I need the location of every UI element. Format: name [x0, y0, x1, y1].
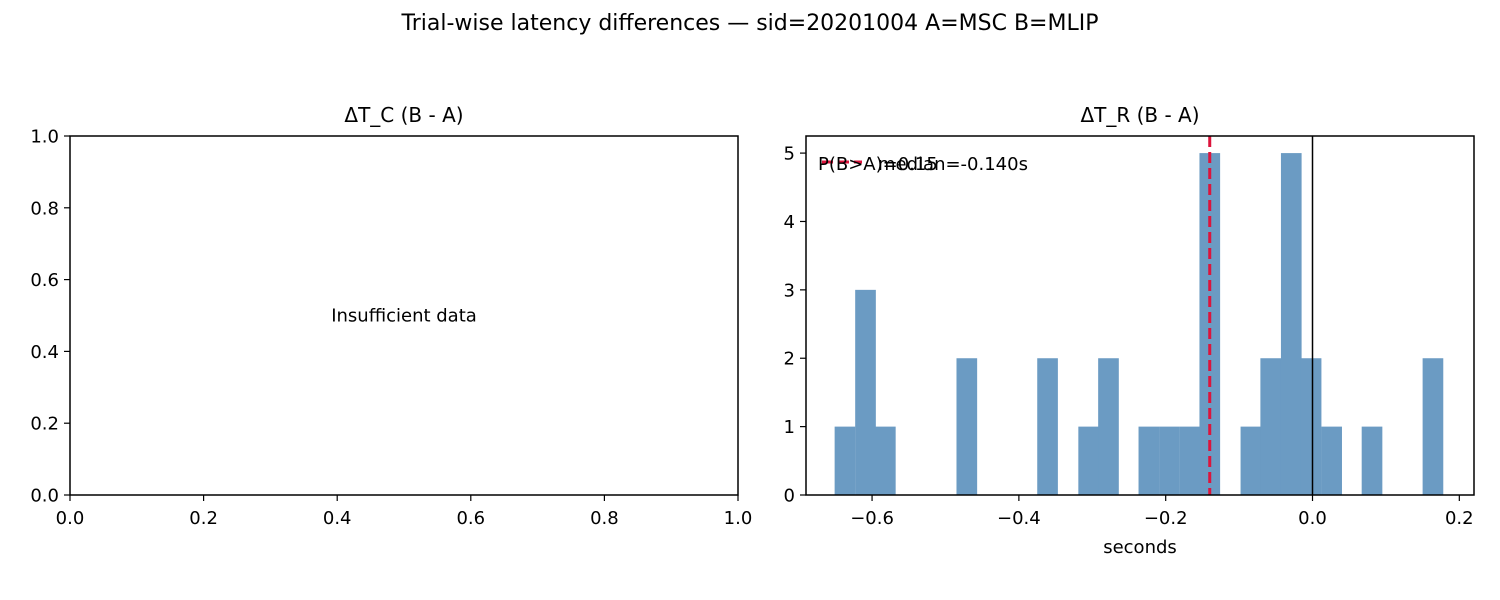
histogram-bar: [1199, 153, 1221, 495]
histogram-bar: [1037, 358, 1058, 495]
panel-right-y-tick-label: 2: [784, 349, 795, 370]
panel-right-y-tick-label: 5: [784, 144, 795, 165]
legend: median=-0.140s: [822, 154, 1028, 175]
panel-right-y-tick-label: 1: [784, 417, 795, 438]
panel-left-y-tick-label: 0.0: [30, 486, 59, 507]
panel-right-x-tick-label: 0.2: [1445, 508, 1474, 529]
panel-right-y-tick-label: 0: [784, 486, 795, 507]
probability-annotation: P(B>A)=0.15: [818, 154, 938, 175]
histogram-bar: [1098, 358, 1119, 495]
panel-right-x-tick-label: 0.0: [1298, 508, 1327, 529]
histogram-bar: [1280, 153, 1302, 495]
panel-left-y-tick-label: 0.8: [30, 198, 59, 219]
panel-right-x-tick-label: −0.6: [850, 508, 894, 529]
panel-left-title: ΔT_C (B - A): [344, 103, 463, 127]
histogram-bar: [1138, 426, 1160, 495]
panel-right-x-tick-label: −0.2: [1144, 508, 1188, 529]
histogram-bar: [875, 426, 896, 495]
insufficient-data-message: Insufficient data: [331, 306, 477, 327]
histogram-bar: [1422, 358, 1444, 495]
histogram-bar: [855, 289, 876, 495]
panel-left-x-tick-label: 0.0: [56, 508, 85, 529]
histogram-bars: [834, 153, 1444, 495]
panel-delta-tr: ΔT_R (B - A) −0.6 −0.4 −0.2 0.0 0.2 0 1 2 3 4 5 s…: [784, 103, 1475, 558]
panel-left-x-tick-label: 0.6: [456, 508, 485, 529]
panel-right-y-tick-label: 3: [784, 280, 795, 301]
histogram-bar: [834, 426, 856, 495]
panel-right-x-tick-label: −0.4: [997, 508, 1041, 529]
panel-right-y-tick-label: 4: [784, 212, 795, 233]
panel-right-title: ΔT_R (B - A): [1080, 103, 1199, 127]
panel-left-y-tick-label: 1.0: [30, 127, 59, 148]
histogram-bar: [1078, 426, 1099, 495]
panel-left-frame: [69, 135, 739, 496]
panel-delta-tc: ΔT_C (B - A) 0.0 0.2 0.4 0.6 0.8 1.0 0.00.20.…: [30, 103, 752, 529]
panel-left-y-tick-label: 0.4: [30, 342, 59, 363]
panel-right-y-axis: 0 1 2 3 4 5: [784, 144, 806, 507]
histogram-bar: [1300, 358, 1322, 495]
panel-left-x-tick-label: 1.0: [724, 508, 753, 529]
panel-left-y-axis: 0.0 0.2 0.4 0.6 0.8 1.0: [30, 127, 70, 507]
histogram-bar: [956, 358, 978, 495]
panel-left-x-tick-label: 0.8: [590, 508, 619, 529]
histogram-bar: [1260, 358, 1282, 495]
panel-left-y-tick-label: 0.2: [30, 414, 59, 435]
figure-suptitle: Trial-wise latency differences — sid=202…: [401, 11, 1099, 36]
histogram-bar: [1321, 426, 1342, 495]
histogram-bar: [1159, 426, 1180, 495]
histogram-bar: [1361, 426, 1383, 495]
panel-left-y-tick-label: 0.6: [30, 270, 59, 291]
panel-right-x-axis: −0.6 −0.4 −0.2 0.0 0.2: [850, 495, 1474, 529]
panel-right-x-label: seconds: [1103, 537, 1177, 558]
histogram-bar: [1179, 426, 1201, 495]
legend-median-label: median=-0.140s: [878, 154, 1028, 175]
panel-left-x-axis: 0.0 0.2 0.4 0.6 0.8 1.0: [56, 495, 753, 529]
panel-right-frame: [805, 135, 1475, 496]
panel-left-x-tick-label: 0.4: [323, 508, 352, 529]
panel-left-x-tick-label: 0.2: [189, 508, 218, 529]
histogram-bar: [1240, 426, 1262, 495]
